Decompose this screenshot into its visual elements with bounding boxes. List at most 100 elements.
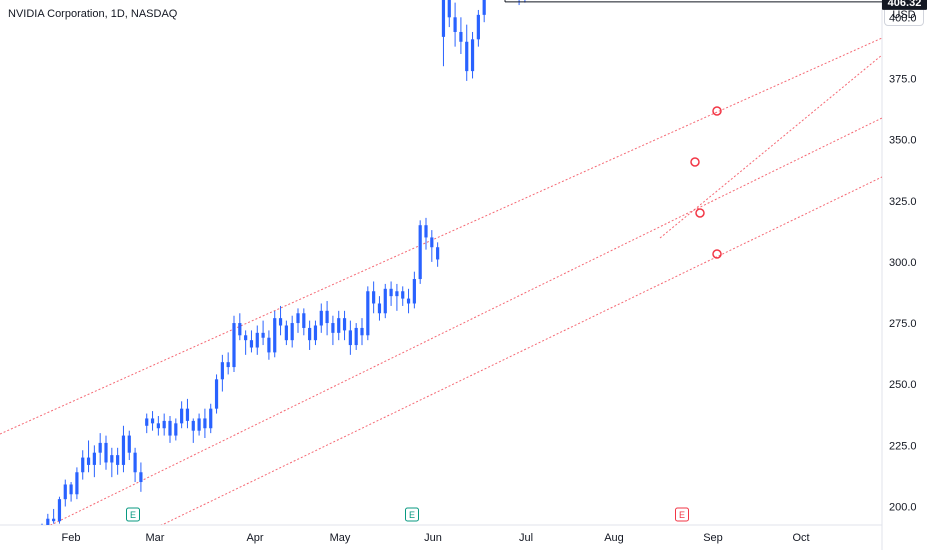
- candle-body: [383, 288, 387, 314]
- candle-body: [337, 318, 341, 333]
- candle-body: [110, 455, 114, 463]
- candle-body: [296, 313, 300, 324]
- x-tick-label: Aug: [604, 532, 624, 544]
- candle-body: [377, 303, 382, 314]
- y-tick-label: 400.0: [889, 12, 917, 24]
- candle-body: [226, 362, 230, 368]
- x-tick-label: Sep: [703, 532, 723, 544]
- price-level-badge: [882, 0, 927, 10]
- candle-body: [249, 340, 254, 348]
- candle-body: [244, 335, 248, 341]
- earnings-marker[interactable]: [405, 507, 419, 522]
- channel-marker: [712, 249, 722, 259]
- candle-body: [52, 518, 56, 522]
- candle-body: [98, 442, 102, 453]
- candle-body: [162, 420, 166, 429]
- candle-body: [354, 327, 358, 346]
- candle-body: [150, 418, 155, 424]
- candle-body: [127, 435, 131, 453]
- candle-body: [313, 325, 318, 341]
- candle-body: [121, 435, 126, 465]
- channel-upper-line: [0, 37, 882, 435]
- y-tick-label: 375.0: [889, 73, 917, 85]
- candle-body: [57, 499, 62, 522]
- candle-body: [418, 225, 422, 280]
- candle-body: [46, 518, 50, 525]
- drawing-layer: [0, 0, 882, 533]
- candle-body: [203, 418, 207, 429]
- channel-middle-line: [49, 117, 882, 525]
- y-tick-label: 275.0: [889, 318, 917, 330]
- candle-body: [75, 472, 79, 495]
- earnings-marker[interactable]: [675, 507, 689, 522]
- candle-body: [319, 310, 323, 326]
- y-tick-label: 350.0: [889, 135, 917, 147]
- candle-body: [436, 247, 440, 260]
- candle-body: [133, 452, 137, 473]
- x-tick-label: May: [330, 532, 351, 544]
- channel-fan-line: [659, 54, 882, 239]
- candle-body: [145, 418, 149, 426]
- x-tick-label: Jun: [424, 532, 442, 544]
- candle-body: [441, 0, 446, 37]
- candle-body: [86, 457, 91, 465]
- channel-marker: [695, 208, 705, 218]
- candle-body: [412, 279, 416, 304]
- channel-marker: [690, 157, 700, 167]
- earnings-marker[interactable]: [126, 507, 140, 522]
- candle-body: [273, 318, 277, 353]
- candle-body: [63, 484, 67, 500]
- candle-body: [389, 288, 393, 297]
- y-tick-label: 300.0: [889, 257, 917, 269]
- x-tick-label: Oct: [792, 532, 809, 544]
- candle-body: [156, 423, 160, 429]
- candle-body: [308, 327, 312, 341]
- candle-body: [255, 332, 259, 348]
- candle-body: [267, 337, 271, 353]
- candle-body: [325, 310, 329, 324]
- earnings-marker-label: E: [130, 510, 136, 520]
- candle-body: [360, 327, 364, 336]
- candle-body: [220, 362, 224, 380]
- candle-body: [139, 472, 143, 483]
- candle-body: [209, 408, 213, 429]
- candle-body: [401, 291, 405, 299]
- candle-body: [180, 408, 184, 424]
- candle-body: [232, 323, 236, 368]
- candle-body: [366, 291, 370, 336]
- candle-body: [69, 484, 73, 495]
- y-tick-label: 225.0: [889, 440, 917, 452]
- candle-body: [214, 379, 219, 409]
- candle-body: [342, 318, 347, 331]
- candle-body: [168, 420, 172, 436]
- candle-body: [92, 452, 96, 465]
- y-tick-label: 325.0: [889, 196, 917, 208]
- chart-title: NVIDIA Corporation, 1D, NASDAQ: [8, 8, 178, 20]
- candle-body: [430, 237, 434, 248]
- x-tick-label: Mar: [146, 532, 165, 544]
- candle-body: [470, 39, 475, 72]
- candle-body: [476, 14, 480, 40]
- candle-body: [278, 318, 283, 326]
- candle-body: [238, 323, 242, 336]
- y-tick-label: 250.0: [889, 379, 917, 391]
- x-tick-label: Apr: [246, 532, 263, 544]
- candle-body: [284, 325, 288, 341]
- candle-body: [348, 330, 352, 346]
- candle-body: [447, 0, 451, 18]
- candle-body: [302, 313, 306, 328]
- candle-body: [290, 323, 294, 341]
- candle-body: [424, 225, 428, 238]
- candle-body: [116, 455, 120, 465]
- channel-lower-line: [160, 176, 882, 525]
- candle-body: [372, 291, 376, 304]
- candle-body: [40, 526, 43, 533]
- candle-body: [174, 423, 178, 436]
- x-tick-label: Feb: [62, 532, 81, 544]
- candle-body: [104, 442, 108, 463]
- candle-body: [191, 420, 195, 431]
- price-level-label: 406.32: [888, 0, 922, 9]
- candle-body: [331, 323, 335, 333]
